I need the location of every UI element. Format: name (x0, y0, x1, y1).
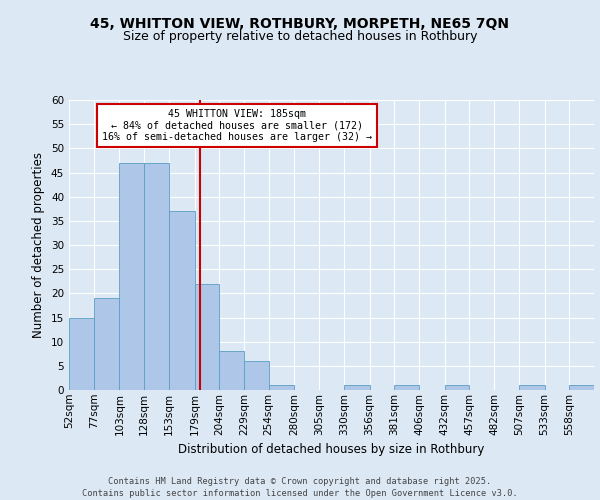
Bar (569, 385, 594, 390)
Bar (194, 284, 219, 390)
Bar (144, 163, 169, 390)
Bar (244, 361, 269, 390)
Text: Size of property relative to detached houses in Rothbury: Size of property relative to detached ho… (123, 30, 477, 43)
Bar (394, 385, 419, 390)
Bar (94, 298, 119, 390)
Bar (119, 163, 144, 390)
Text: 45, WHITTON VIEW, ROTHBURY, MORPETH, NE65 7QN: 45, WHITTON VIEW, ROTHBURY, MORPETH, NE6… (91, 18, 509, 32)
X-axis label: Distribution of detached houses by size in Rothbury: Distribution of detached houses by size … (178, 443, 485, 456)
Bar (69, 318, 94, 390)
Bar (219, 352, 244, 390)
Bar (344, 385, 370, 390)
Bar (269, 385, 295, 390)
Bar (445, 385, 469, 390)
Text: 45 WHITTON VIEW: 185sqm
← 84% of detached houses are smaller (172)
16% of semi-d: 45 WHITTON VIEW: 185sqm ← 84% of detache… (102, 108, 372, 142)
Bar (169, 211, 194, 390)
Text: Contains HM Land Registry data © Crown copyright and database right 2025.
Contai: Contains HM Land Registry data © Crown c… (82, 476, 518, 498)
Bar (519, 385, 545, 390)
Y-axis label: Number of detached properties: Number of detached properties (32, 152, 46, 338)
